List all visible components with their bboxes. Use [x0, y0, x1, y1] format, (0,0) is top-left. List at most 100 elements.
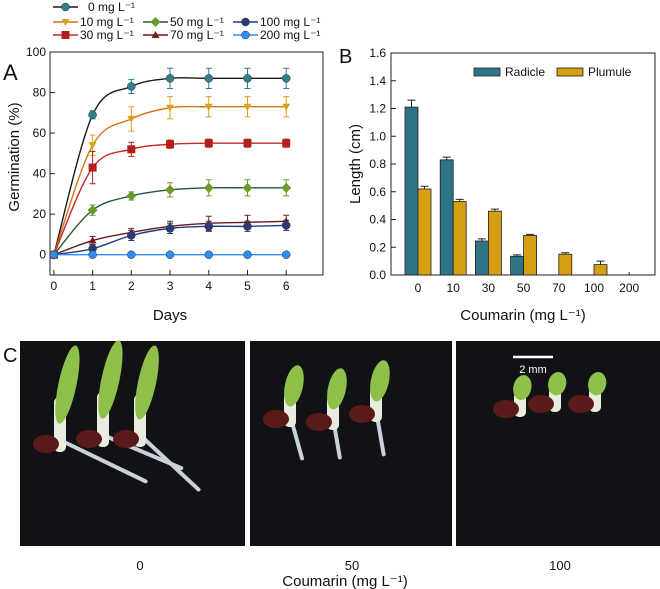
error-bar	[526, 233, 535, 236]
data-point	[243, 222, 252, 231]
data-point	[88, 110, 97, 120]
data-point	[165, 74, 175, 83]
legend-label: 70 mg L⁻¹	[170, 28, 224, 42]
data-point	[282, 103, 291, 111]
data-point	[88, 250, 97, 259]
leaf	[55, 345, 80, 424]
data-point	[281, 74, 291, 83]
photo-100	[456, 341, 660, 546]
y-tick-label-b: 1.6	[369, 46, 386, 60]
photo-label-0: 0	[136, 558, 143, 573]
x-tick-label-a: 3	[167, 279, 174, 293]
germination-legend: 0 mg L⁻¹10 mg L⁻¹30 mg L⁻¹ 50 mg L⁻¹70 mg…	[53, 0, 320, 42]
bar-plumule	[558, 253, 573, 276]
data-point	[281, 182, 292, 193]
data-point	[243, 103, 252, 111]
data-point	[88, 142, 97, 150]
data-point	[243, 139, 252, 148]
bar-plumule	[452, 201, 467, 276]
error-bar	[490, 208, 499, 212]
y-tick-label-b: 0.2	[369, 240, 386, 254]
data-point	[127, 231, 136, 240]
panel-label-a: A	[3, 60, 18, 85]
leaf	[284, 365, 304, 407]
legend-label-plumule: Plumule	[588, 65, 632, 79]
x-tick-label-b: 50	[517, 281, 531, 295]
x-tick-label-a: 2	[128, 279, 135, 293]
seedling-photos: 2 mm	[20, 340, 660, 546]
error-bar	[596, 260, 605, 265]
y-axis-title-a: Germination (%)	[6, 102, 23, 211]
legend-swatch-radicle	[473, 67, 501, 77]
data-point	[88, 236, 97, 244]
legend-marker	[241, 17, 250, 27]
error-bar	[561, 252, 570, 255]
bar-radicle	[510, 255, 525, 276]
series-line-2	[53, 142, 287, 256]
leaf	[588, 372, 607, 396]
x-tick-label-b: 70	[552, 281, 566, 295]
y-tick-label-a: 60	[33, 126, 47, 140]
leaf	[370, 360, 390, 402]
y-tick-label-b: 1.2	[369, 102, 386, 116]
y-tick-label-a: 40	[33, 167, 47, 181]
seed	[306, 413, 332, 431]
legend-label: 200 mg L⁻¹	[260, 28, 320, 42]
seed	[528, 395, 554, 413]
bar-radicle	[474, 240, 489, 276]
data-point	[204, 139, 213, 148]
data-point	[204, 250, 214, 259]
data-point	[243, 250, 252, 259]
y-tick-label-b: 0.6	[369, 185, 386, 199]
bar-radicle	[439, 159, 454, 276]
data-point	[166, 104, 175, 112]
seed	[568, 395, 594, 413]
error-bar	[407, 99, 416, 108]
x-axis-title-a: Days	[153, 307, 187, 324]
bar-plumule	[523, 235, 537, 276]
data-point	[87, 205, 98, 216]
x-tick-label-b: 0	[415, 281, 422, 295]
x-tick-label-b: 200	[619, 281, 639, 295]
error-bar	[513, 254, 522, 257]
photo-label-50: 50	[345, 558, 359, 573]
leaf	[135, 345, 159, 420]
data-point	[88, 163, 97, 172]
seed	[263, 410, 289, 428]
legend-label-radicle: Radicle	[505, 65, 545, 79]
data-point	[127, 145, 136, 154]
scale-bar-label: 2 mm	[519, 364, 547, 376]
data-point	[281, 250, 291, 259]
seed	[349, 405, 375, 423]
data-point	[126, 190, 137, 201]
data-point	[204, 222, 214, 231]
data-point	[127, 250, 136, 259]
root	[138, 433, 201, 492]
data-point	[282, 139, 291, 148]
x-tick-label-a: 1	[89, 279, 96, 293]
panel-label-b: B	[339, 46, 352, 68]
y-tick-label-a: 100	[26, 45, 46, 59]
data-point	[204, 103, 213, 111]
y-tick-label-b: 1.4	[369, 74, 386, 88]
y-tick-label-a: 20	[33, 207, 47, 221]
data-point	[165, 184, 176, 195]
x-tick-label-b: 100	[584, 281, 604, 295]
length-chart: 0.0 0.2 0.4 0.6 0.8 1.0 1.2 1.4 1.6 0 10 30 50 70 100 2…	[369, 46, 656, 295]
photo-label-100: 100	[549, 558, 571, 573]
y-axis-title-b: Length (cm)	[347, 124, 364, 204]
bar-radicle	[404, 106, 419, 276]
x-tick-label-a: 0	[51, 279, 58, 293]
x-tick-label-a: 5	[244, 279, 251, 293]
root	[58, 438, 148, 484]
y-tick-label-b: 0.8	[369, 157, 386, 171]
leaf	[98, 340, 123, 419]
plot-frame-a	[49, 51, 324, 276]
y-tick-label-b: 0.4	[369, 213, 386, 227]
legend-marker	[150, 17, 161, 27]
legend-label: 50 mg L⁻¹	[170, 15, 224, 29]
data-point	[127, 82, 136, 91]
legend-marker	[61, 2, 70, 12]
panel-label-c: C	[3, 345, 17, 367]
